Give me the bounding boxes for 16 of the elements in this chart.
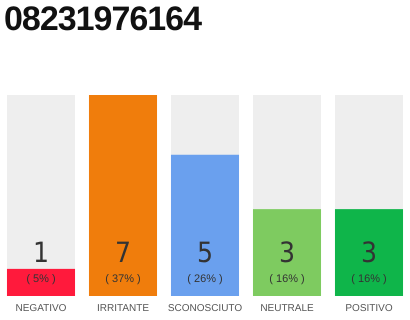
- annotation: 5: [196, 236, 214, 269]
- annotation: 3: [278, 236, 296, 269]
- x-tick-label: NEGATIVO: [16, 302, 67, 314]
- data-label: ( 37% ): [105, 273, 141, 285]
- chart-title: 08231976164: [4, 0, 202, 39]
- x-tick-label: IRRITANTE: [96, 302, 150, 314]
- data-label: ( 16% ): [269, 273, 305, 285]
- x-tick-label: NEUTRALE: [260, 302, 314, 314]
- annotation: 7: [114, 236, 132, 269]
- x-tick-label: POSITIVO: [345, 302, 393, 314]
- data-label: ( 5% ): [26, 273, 56, 285]
- x-tick-label: SCONOSCIUTO: [168, 302, 242, 314]
- data-label: ( 16% ): [351, 273, 387, 285]
- annotation: 3: [360, 236, 378, 269]
- data-label: ( 26% ): [187, 273, 223, 285]
- annotation: 1: [32, 236, 50, 269]
